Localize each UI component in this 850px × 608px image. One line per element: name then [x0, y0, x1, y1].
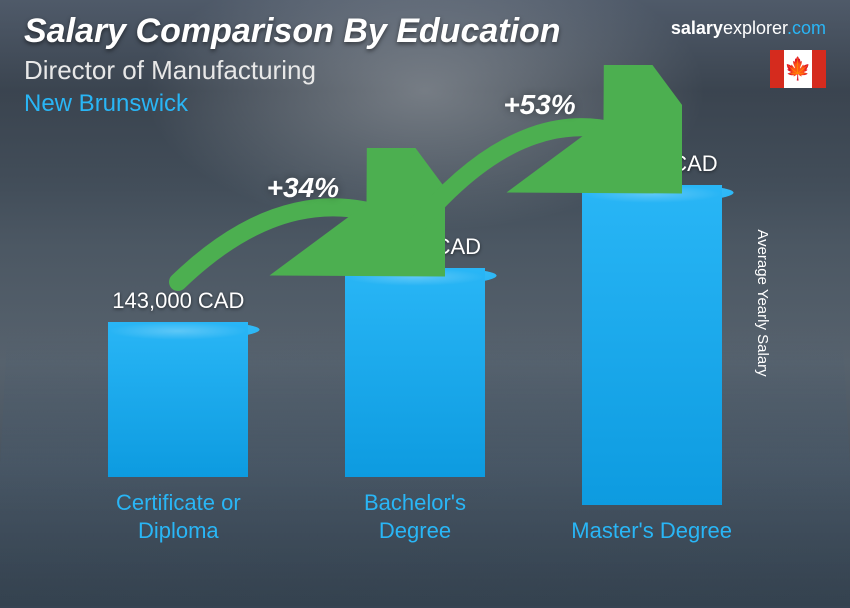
- canada-flag-icon: 🍁: [770, 50, 826, 88]
- brand-logo: salaryexplorer.com: [671, 18, 826, 39]
- bar-label: Bachelor's Degree: [325, 489, 505, 546]
- chart-location: New Brunswick: [24, 90, 826, 118]
- chart-subtitle: Director of Manufacturing: [24, 55, 826, 86]
- bar-group: 143,000 CAD Certificate or Diploma: [88, 288, 268, 546]
- y-axis-label: Average Yearly Salary: [754, 229, 771, 376]
- bar-label: Certificate or Diploma: [88, 489, 268, 546]
- delta-label: +34%: [267, 172, 339, 204]
- bar-label: Master's Degree: [562, 517, 742, 546]
- bar: [108, 322, 248, 477]
